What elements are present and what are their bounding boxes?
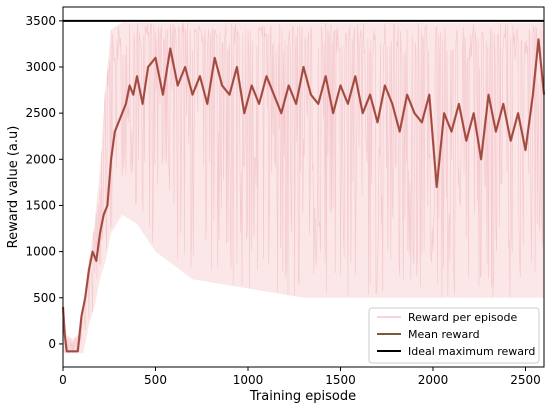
y-tick-label: 3000: [25, 60, 56, 74]
y-tick-label: 2000: [25, 152, 56, 166]
x-axis-title: Training episode: [249, 389, 356, 404]
y-tick-label: 0: [48, 337, 56, 351]
x-tick-label: 500: [144, 373, 167, 387]
legend: Reward per episode Mean reward Ideal max…: [368, 307, 540, 364]
y-tick-label: 3500: [25, 14, 56, 28]
y-axis-ticks: 0 500 1000 1500 2000 2500 3000 3500: [25, 14, 63, 351]
y-tick-label: 1000: [25, 245, 56, 259]
x-tick-label: 1000: [233, 373, 264, 387]
mean-reward-layer: [61, 38, 546, 353]
x-tick-label: 2000: [418, 373, 449, 387]
legend-box: [368, 307, 540, 364]
x-tick-label: 2500: [510, 373, 541, 387]
x-axis-ticks: 0 500 1000 1500 2000 2500: [59, 367, 541, 387]
y-axis-title: Reward value (a.u): [6, 126, 21, 249]
plot-frame: [62, 6, 545, 368]
mean-reward-line-core: [62, 38, 545, 352]
legend-label-reward-per-episode: Reward per episode: [408, 311, 517, 324]
x-tick-label: 0: [59, 373, 67, 387]
y-tick-label: 2500: [25, 106, 56, 120]
legend-label-mean-reward: Mean reward: [408, 328, 480, 341]
x-tick-label: 1500: [325, 373, 356, 387]
y-tick-label: 1500: [25, 198, 56, 212]
legend-label-ideal-maximum-reward: Ideal maximum reward: [408, 345, 535, 358]
y-tick-label: 500: [33, 291, 56, 305]
